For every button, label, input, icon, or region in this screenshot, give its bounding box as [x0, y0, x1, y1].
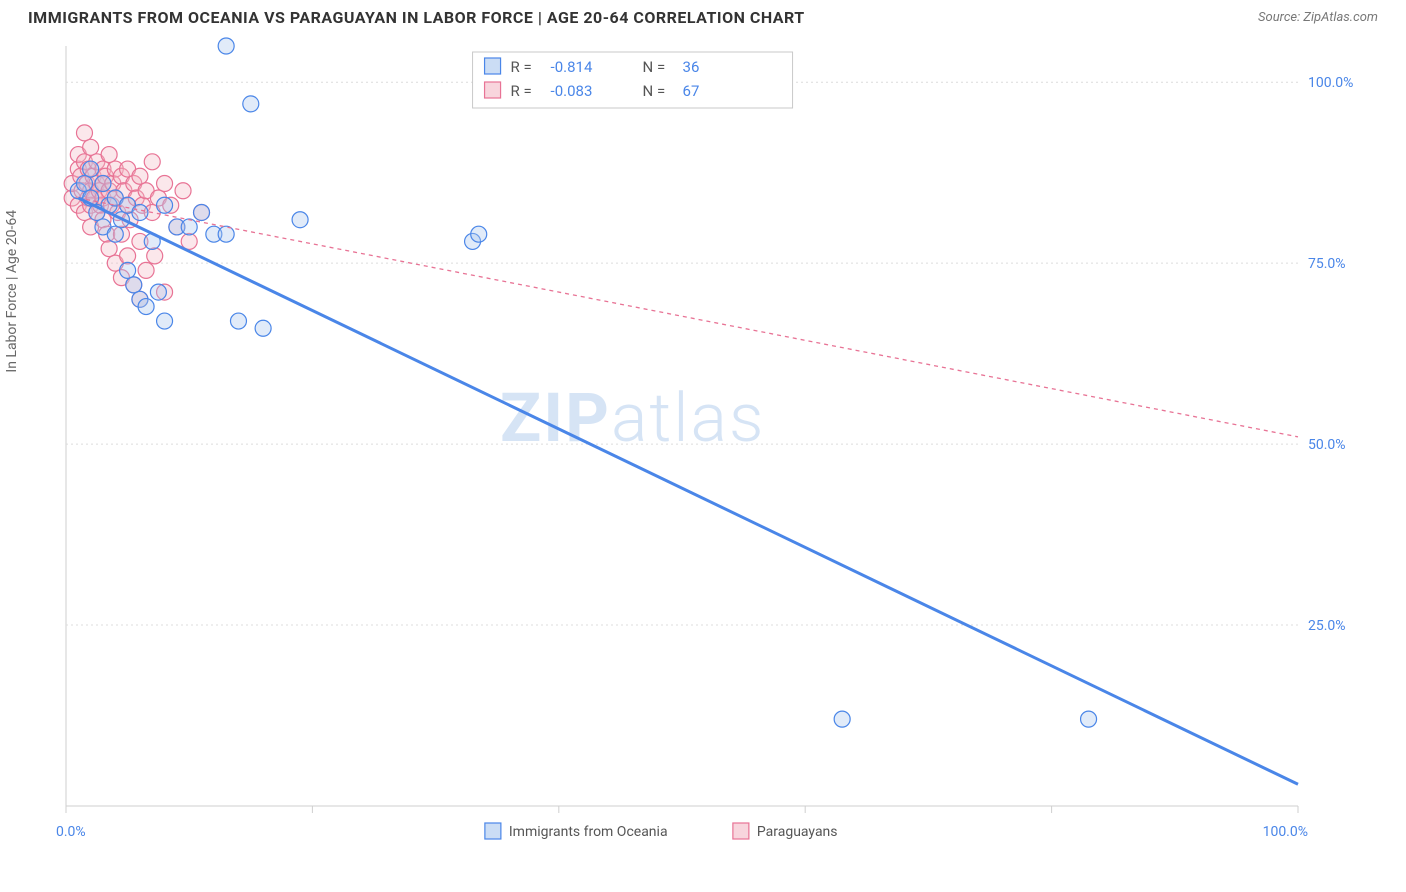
- series-b-point: [120, 248, 136, 264]
- y-tick-label: 100.0%: [1308, 75, 1353, 91]
- series-a-point: [120, 262, 136, 278]
- series-a-point: [292, 212, 308, 228]
- chart-title: IMMIGRANTS FROM OCEANIA VS PARAGUAYAN IN…: [28, 8, 805, 27]
- legend-swatch: [485, 823, 501, 839]
- series-a-point: [83, 161, 99, 177]
- series-a-point: [243, 96, 259, 112]
- series-b-point: [175, 183, 191, 199]
- series-legend: Immigrants from Oceania Paraguayans: [485, 823, 838, 840]
- x-tick-label: 100.0%: [1263, 824, 1308, 840]
- series-a-trendline: [78, 198, 1298, 784]
- scatter-chart: 25.0%50.0%75.0%100.0%0.0%100.0%ZIPatlasR…: [28, 36, 1378, 856]
- series-a-point: [218, 38, 234, 54]
- r-label: R =: [511, 58, 532, 76]
- series-b-point: [157, 176, 173, 192]
- series-a-point: [157, 197, 173, 213]
- y-axis-label: In Labor Force | Age 20-64: [4, 210, 20, 373]
- series-a-point: [95, 176, 111, 192]
- series-a-point: [150, 284, 166, 300]
- series-a-point: [157, 313, 173, 329]
- series-a-point: [255, 320, 271, 336]
- series-a-point: [76, 176, 92, 192]
- series-a-point: [218, 226, 234, 242]
- series-b-point: [144, 154, 160, 170]
- r-value: -0.814: [551, 58, 593, 76]
- x-tick-label: 0.0%: [56, 824, 86, 840]
- series-b-point: [147, 248, 163, 264]
- series-a-point: [194, 204, 210, 220]
- chart-area: In Labor Force | Age 20-64 25.0%50.0%75.…: [28, 36, 1378, 856]
- series-a-point: [126, 277, 142, 293]
- y-tick-label: 25.0%: [1308, 618, 1346, 634]
- series-a-point: [1081, 711, 1097, 727]
- legend-label: Immigrants from Oceania: [509, 824, 668, 840]
- series-b-point: [101, 147, 117, 163]
- n-value: 36: [683, 58, 700, 76]
- legend-label: Paraguayans: [757, 824, 838, 840]
- legend-swatch: [485, 82, 501, 98]
- r-label: R =: [511, 82, 532, 100]
- n-label: N =: [643, 82, 666, 100]
- series-a-point: [132, 204, 148, 220]
- legend-swatch: [733, 823, 749, 839]
- series-b-point: [101, 241, 117, 257]
- series-b-point: [132, 168, 148, 184]
- r-value: -0.083: [551, 82, 593, 100]
- source-credit: Source: ZipAtlas.com: [1258, 10, 1378, 25]
- y-tick-label: 50.0%: [1308, 437, 1346, 453]
- series-a-point: [107, 226, 123, 242]
- legend-swatch: [485, 58, 501, 74]
- series-a-point: [181, 219, 197, 235]
- series-a-point: [138, 299, 154, 315]
- series-a-point: [230, 313, 246, 329]
- n-value: 67: [683, 82, 700, 100]
- n-label: N =: [643, 58, 666, 76]
- series-a-point: [471, 226, 487, 242]
- series-a-point: [834, 711, 850, 727]
- series-b-point: [76, 125, 92, 141]
- series-b-point: [83, 139, 99, 155]
- series-b-point: [138, 262, 154, 278]
- y-tick-label: 75.0%: [1308, 256, 1346, 272]
